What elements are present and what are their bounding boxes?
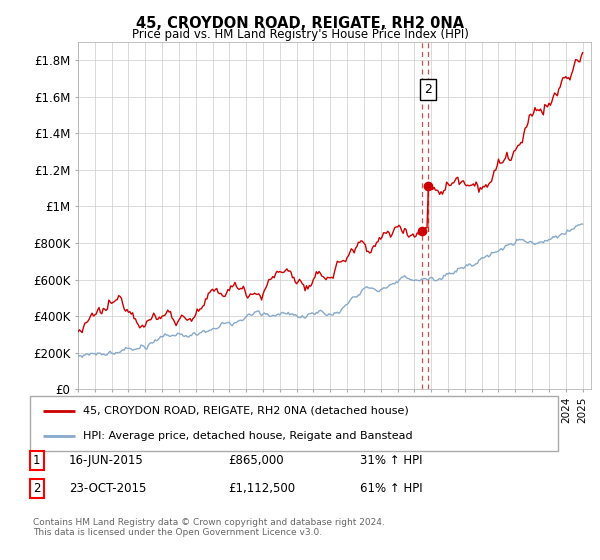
Text: 61% ↑ HPI: 61% ↑ HPI <box>360 482 422 495</box>
Text: £865,000: £865,000 <box>228 454 284 467</box>
Text: Contains HM Land Registry data © Crown copyright and database right 2024.
This d: Contains HM Land Registry data © Crown c… <box>33 518 385 538</box>
Text: 45, CROYDON ROAD, REIGATE, RH2 0NA: 45, CROYDON ROAD, REIGATE, RH2 0NA <box>136 16 464 31</box>
Text: 31% ↑ HPI: 31% ↑ HPI <box>360 454 422 467</box>
Text: 2: 2 <box>424 83 432 96</box>
FancyBboxPatch shape <box>30 396 558 451</box>
Text: 2: 2 <box>33 482 41 495</box>
Text: 23-OCT-2015: 23-OCT-2015 <box>69 482 146 495</box>
Text: 45, CROYDON ROAD, REIGATE, RH2 0NA (detached house): 45, CROYDON ROAD, REIGATE, RH2 0NA (deta… <box>83 406 409 416</box>
Text: £1,112,500: £1,112,500 <box>228 482 295 495</box>
Text: 1: 1 <box>33 454 41 467</box>
Text: 16-JUN-2015: 16-JUN-2015 <box>69 454 144 467</box>
Text: HPI: Average price, detached house, Reigate and Banstead: HPI: Average price, detached house, Reig… <box>83 431 412 441</box>
Text: Price paid vs. HM Land Registry's House Price Index (HPI): Price paid vs. HM Land Registry's House … <box>131 28 469 41</box>
